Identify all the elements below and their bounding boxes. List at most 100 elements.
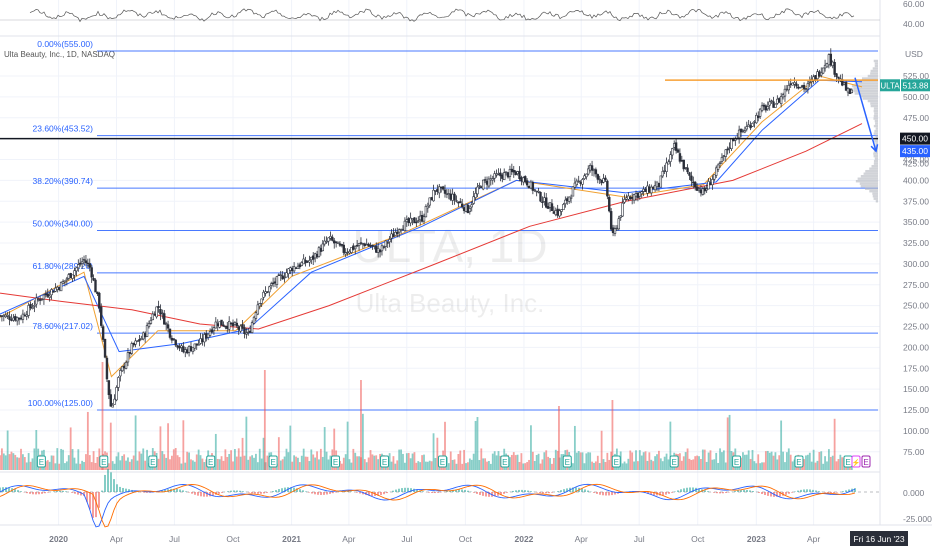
candle	[757, 111, 759, 121]
volume-bar	[280, 461, 282, 470]
earnings-marker[interactable]: E	[100, 456, 108, 467]
volume-bar	[477, 417, 479, 470]
candle	[274, 278, 276, 287]
candle-body	[9, 317, 11, 320]
candle	[521, 176, 523, 186]
volume-bar	[788, 448, 790, 470]
candle-body	[631, 197, 633, 198]
volume-bar	[11, 452, 13, 470]
candle	[351, 247, 353, 254]
candle	[792, 82, 794, 85]
candle-body	[385, 241, 387, 247]
earnings-marker[interactable]: E	[332, 456, 340, 467]
earnings-marker[interactable]: E	[207, 456, 215, 467]
volume-bar	[834, 419, 836, 470]
candle	[662, 167, 664, 178]
macd-histogram-bar	[20, 491, 22, 492]
earnings-marker[interactable]: E	[381, 456, 389, 467]
candle	[677, 148, 679, 152]
candle-body	[433, 190, 435, 201]
volume-bar	[66, 461, 68, 470]
volume-profile-bar	[874, 198, 878, 200]
candle	[102, 325, 104, 342]
candle	[465, 204, 467, 213]
candle-body	[184, 350, 186, 352]
volume-bar	[310, 449, 312, 470]
candle-body	[64, 281, 66, 282]
volume-bar	[161, 451, 163, 470]
volume-bar	[817, 461, 819, 470]
macd-histogram-bar	[38, 492, 40, 494]
volume-profile-bar	[858, 178, 878, 180]
earnings-marker[interactable]: E	[612, 456, 620, 467]
earnings-marker[interactable]: E	[438, 456, 446, 467]
candle-body	[37, 299, 39, 300]
volume-bar	[496, 455, 498, 470]
candle	[563, 203, 565, 210]
candle-body	[182, 347, 184, 352]
candle-body	[24, 315, 26, 316]
candle-body	[337, 242, 339, 244]
earnings-marker[interactable]: E	[269, 456, 277, 467]
earnings-marker[interactable]: E	[795, 456, 803, 467]
candle-body	[551, 204, 553, 211]
earnings-marker[interactable]: E	[149, 456, 157, 467]
candle	[221, 320, 223, 325]
candle-body	[284, 277, 286, 278]
time-tick-label: Apr	[342, 534, 355, 544]
volume-bar	[721, 452, 723, 470]
candle	[778, 97, 780, 102]
drawings[interactable]	[0, 78, 878, 151]
candle	[511, 164, 513, 175]
candle-body	[402, 229, 404, 230]
earnings-marker[interactable]: E	[501, 456, 509, 467]
macd-histogram-bar	[707, 491, 709, 492]
price-tick-label: 400.00	[903, 175, 929, 185]
earnings-marker[interactable]: E	[563, 456, 571, 467]
candle	[727, 146, 729, 154]
candle-body	[828, 55, 830, 65]
candle-body	[419, 216, 421, 220]
volume-bar	[685, 452, 687, 470]
candle-body	[375, 246, 377, 252]
price-tick-label: 275.00	[903, 280, 929, 290]
earnings-marker-label: E	[672, 458, 677, 467]
macd-histogram-bar	[32, 492, 34, 494]
candle-body	[263, 292, 265, 297]
macd-histogram-bar	[350, 491, 352, 492]
candle-body	[713, 175, 715, 180]
candle-body	[545, 198, 547, 208]
candle	[675, 139, 677, 154]
volume-bar	[12, 453, 14, 470]
dividend-marker[interactable]: ⚡	[852, 456, 861, 467]
volume-profile-bar	[874, 132, 878, 134]
volume-bar	[412, 454, 414, 470]
time-tick-label: 2020	[49, 534, 68, 544]
volume-bar	[370, 450, 372, 470]
candle-body	[89, 264, 91, 268]
candle-body	[100, 307, 102, 326]
volume-bar	[660, 458, 662, 470]
volume-bar	[522, 463, 524, 470]
candle	[687, 164, 689, 174]
volume-bar	[20, 449, 22, 470]
volume-bar	[702, 450, 704, 470]
candle-body	[650, 187, 652, 193]
candle-body	[647, 186, 649, 193]
price-axis[interactable]: 525.00500.00475.00425.00400.00375.00350.…	[880, 71, 930, 457]
earnings-marker-label: E	[101, 458, 106, 467]
earnings-marker[interactable]: E	[733, 456, 741, 467]
earnings-marker[interactable]: E	[37, 456, 45, 467]
candle-body	[307, 261, 309, 262]
candle	[528, 186, 530, 188]
volume-bar	[56, 448, 58, 470]
earnings-marker[interactable]: E	[670, 456, 678, 467]
upcoming-earnings-marker[interactable]: E	[862, 456, 870, 467]
candle-body	[473, 197, 475, 204]
macd-histogram-bar	[299, 489, 301, 492]
volume-bar	[60, 449, 62, 470]
candle-body	[412, 219, 414, 220]
candle-body	[536, 191, 538, 192]
